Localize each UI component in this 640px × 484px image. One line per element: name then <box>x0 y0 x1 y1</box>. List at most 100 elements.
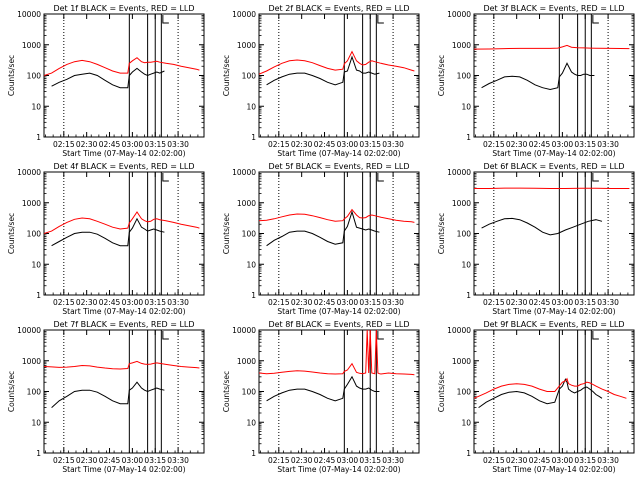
panel-title: Det 4f BLACK = Events, RED = LLD <box>53 162 194 171</box>
flag-marker <box>163 331 169 339</box>
series-line-events <box>482 218 602 235</box>
panel-title: Det 8f BLACK = Events, RED = LLD <box>268 320 409 329</box>
x-tick-label: 02:30 <box>291 140 313 149</box>
y-tick-label: 1000 <box>237 41 256 50</box>
x-tick-label: 03:15 <box>144 298 166 307</box>
y-tick-label: 1000 <box>452 357 471 366</box>
flag-marker <box>163 15 169 23</box>
y-tick-label: 1 <box>36 133 41 142</box>
y-axis-label: Counts/sec <box>7 55 16 96</box>
x-tick-label: 03:15 <box>574 298 596 307</box>
panel-title: Det 6f BLACK = Events, RED = LLD <box>483 162 624 171</box>
x-tick-label: 02:45 <box>314 298 336 307</box>
flag-marker <box>378 173 384 181</box>
y-tick-label: 10 <box>246 418 256 427</box>
x-tick-label: 03:15 <box>574 456 596 465</box>
x-tick-label: 02:30 <box>76 298 98 307</box>
x-tick-label: 03:00 <box>122 140 144 149</box>
y-tick-label: 1000 <box>22 357 41 366</box>
y-tick-label: 100 <box>242 72 257 81</box>
y-tick-label: 100 <box>457 388 472 397</box>
x-tick-label: 03:30 <box>382 298 404 307</box>
x-tick-label: 02:30 <box>506 456 528 465</box>
y-tick-label: 100 <box>457 72 472 81</box>
y-tick-label: 1000 <box>452 199 471 208</box>
series-line-lld <box>259 210 414 223</box>
y-tick-label: 100 <box>27 230 42 239</box>
x-tick-label: 02:30 <box>291 456 313 465</box>
panel-3: Det 3f BLACK = Events, RED = LLD11010010… <box>437 4 634 158</box>
series-line-lld <box>44 212 199 234</box>
panel-6: Det 6f BLACK = Events, RED = LLD11010010… <box>437 162 634 316</box>
y-tick-label: 10000 <box>232 326 256 335</box>
panel-2: Det 2f BLACK = Events, RED = LLD11010010… <box>222 4 419 158</box>
axes-frame <box>474 14 634 137</box>
series-line-lld <box>44 361 199 369</box>
x-tick-label: 03:00 <box>552 456 574 465</box>
x-tick-label: 02:45 <box>529 140 551 149</box>
y-axis-label: Counts/sec <box>437 55 446 96</box>
x-tick-label: 02:30 <box>506 298 528 307</box>
x-axis-label: Start Time (07-May-14 02:02:00) <box>62 149 185 158</box>
y-tick-label: 10 <box>31 418 41 427</box>
panel-title: Det 7f BLACK = Events, RED = LLD <box>53 320 194 329</box>
flag-marker <box>593 15 599 23</box>
flag-marker <box>593 331 599 339</box>
y-tick-label: 10 <box>246 102 256 111</box>
flag-marker <box>163 173 169 181</box>
x-tick-label: 02:30 <box>506 140 528 149</box>
y-tick-label: 1 <box>36 291 41 300</box>
x-tick-label: 02:15 <box>268 456 290 465</box>
axes-frame <box>259 14 419 137</box>
y-tick-label: 100 <box>27 72 42 81</box>
x-tick-label: 03:15 <box>359 298 381 307</box>
x-tick-label: 02:15 <box>53 456 75 465</box>
axes-frame <box>259 330 419 453</box>
x-tick-label: 02:15 <box>268 140 290 149</box>
flag-marker <box>378 331 384 339</box>
panel-title: Det 2f BLACK = Events, RED = LLD <box>268 4 409 13</box>
panel-title: Det 9f BLACK = Events, RED = LLD <box>483 320 624 329</box>
x-tick-label: 03:15 <box>359 140 381 149</box>
x-tick-label: 02:45 <box>529 298 551 307</box>
x-tick-label: 03:30 <box>597 140 619 149</box>
y-axis-label: Counts/sec <box>7 213 16 254</box>
y-tick-label: 10000 <box>447 168 471 177</box>
y-axis-label: Counts/sec <box>222 371 231 412</box>
x-tick-label: 03:30 <box>167 140 189 149</box>
x-tick-label: 03:00 <box>552 140 574 149</box>
y-tick-label: 10 <box>461 102 471 111</box>
x-axis-label: Start Time (07-May-14 02:02:00) <box>277 307 400 316</box>
x-axis-label: Start Time (07-May-14 02:02:00) <box>277 149 400 158</box>
y-tick-label: 1 <box>36 449 41 458</box>
x-axis-label: Start Time (07-May-14 02:02:00) <box>492 149 615 158</box>
x-tick-label: 03:30 <box>382 456 404 465</box>
flag-marker <box>378 15 384 23</box>
panel-8: Det 8f BLACK = Events, RED = LLD11010010… <box>222 320 419 474</box>
x-tick-label: 03:15 <box>144 456 166 465</box>
x-tick-label: 02:15 <box>53 298 75 307</box>
y-axis-label: Counts/sec <box>437 213 446 254</box>
x-tick-label: 02:15 <box>483 298 505 307</box>
y-tick-label: 10000 <box>232 168 256 177</box>
x-tick-label: 02:15 <box>483 140 505 149</box>
x-tick-label: 02:30 <box>76 140 98 149</box>
x-axis-label: Start Time (07-May-14 02:02:00) <box>62 307 185 316</box>
series-line-lld <box>44 58 199 76</box>
y-tick-label: 100 <box>457 230 472 239</box>
x-tick-label: 02:45 <box>99 298 121 307</box>
x-tick-label: 03:30 <box>382 140 404 149</box>
y-tick-label: 10000 <box>17 326 41 335</box>
y-tick-label: 100 <box>242 388 257 397</box>
x-tick-label: 02:45 <box>99 140 121 149</box>
y-tick-label: 1000 <box>237 357 256 366</box>
x-tick-label: 03:00 <box>122 298 144 307</box>
x-tick-label: 02:15 <box>53 140 75 149</box>
y-tick-label: 10000 <box>232 10 256 19</box>
x-tick-label: 02:15 <box>483 456 505 465</box>
y-tick-label: 10 <box>246 260 256 269</box>
panel-1: Det 1f BLACK = Events, RED = LLD11010010… <box>7 4 204 158</box>
axes-frame <box>44 14 204 137</box>
